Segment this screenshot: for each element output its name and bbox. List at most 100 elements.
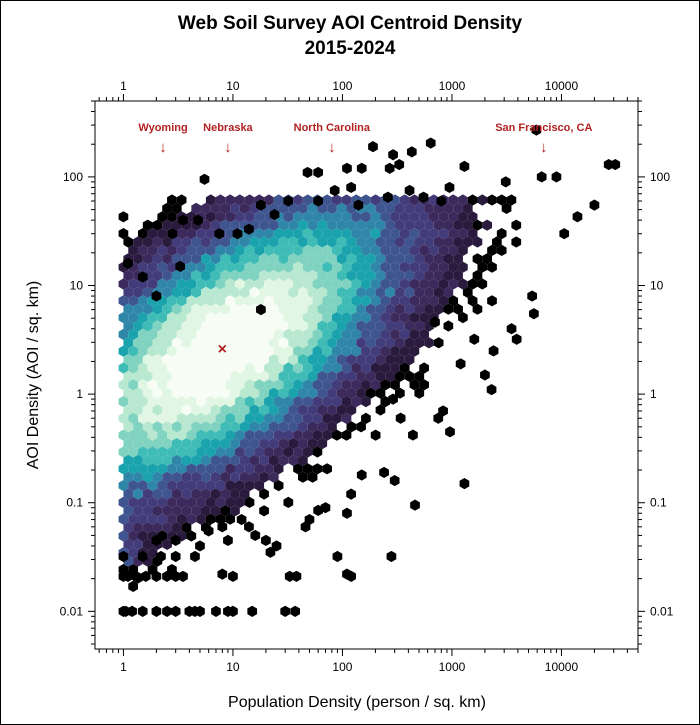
hexbin-cell — [327, 320, 337, 332]
hexbin-cell — [128, 244, 138, 256]
hexbin-cell — [133, 303, 143, 315]
hexbin-cell — [128, 312, 138, 324]
hexbin-cell — [181, 303, 192, 315]
hexbin-cell — [254, 278, 265, 290]
hexbin-cell — [298, 454, 308, 466]
hexbin-cell — [278, 236, 289, 248]
hexbin-cell — [167, 211, 177, 223]
hexbin-cell — [356, 219, 366, 231]
hexbin-cell — [331, 278, 342, 290]
hexbin-cell — [375, 286, 386, 298]
hexbin-cell — [351, 312, 362, 324]
hexbin-cell — [234, 480, 245, 492]
hexbin-cell — [458, 312, 468, 324]
hexbin-cell — [404, 337, 415, 349]
hexbin-cell — [186, 312, 197, 324]
hexbin-cell — [142, 253, 153, 265]
hexbin-cell — [312, 362, 323, 374]
hexbin-outlier — [271, 540, 282, 552]
hexbin-cell — [443, 270, 454, 282]
hexbin-cell — [157, 211, 168, 223]
hexbin-cell — [312, 295, 323, 307]
hexbin-cell — [230, 303, 240, 315]
hexbin-cell — [395, 354, 405, 366]
hexbin-cell — [205, 463, 216, 475]
hexbin-cell — [196, 513, 206, 525]
hexbin-cell — [365, 286, 376, 298]
hexbin-cell — [322, 396, 332, 408]
hexbin-cell — [380, 328, 391, 340]
hexbin-outlier — [394, 158, 405, 171]
hexbin-cell — [157, 244, 168, 256]
hexbin-cell — [201, 202, 211, 214]
hexbin-cell — [395, 253, 405, 265]
hexbin-cell — [462, 219, 473, 231]
hexbin-cell — [118, 211, 129, 223]
hexbin-cell — [428, 261, 439, 273]
x-tick-label-top: 100 — [332, 79, 352, 93]
hexbin-cell — [137, 530, 148, 542]
hexbin-cell — [298, 219, 308, 231]
hexbin-cell — [137, 412, 148, 424]
hexbin-cell — [424, 286, 434, 298]
hexbin-cell — [375, 320, 386, 332]
hexbin-cell — [191, 404, 202, 416]
hexbin-cell — [162, 438, 172, 450]
hexbin-cell — [249, 337, 260, 349]
x-tick-label-top: 10 — [226, 79, 240, 93]
hexbin-cell — [511, 236, 522, 248]
hexbin-cell — [409, 194, 420, 206]
hexbin-cell — [390, 312, 400, 324]
hexbin-outlier — [151, 534, 162, 546]
hexbin-outlier — [408, 429, 418, 441]
hexbin-cell — [375, 253, 386, 265]
hexbin-cell — [118, 446, 129, 458]
hexbin-cell — [327, 219, 337, 231]
hexbin-cell — [365, 370, 376, 382]
hexbin-cell — [133, 286, 143, 298]
hexbin-cell — [409, 228, 420, 240]
hexbin-outlier — [256, 199, 266, 211]
hexbin-cell — [162, 505, 172, 517]
hexbin-cell — [264, 345, 274, 357]
hexbin-cell — [278, 202, 289, 214]
hexbin-cell — [438, 244, 449, 256]
hexbin-cell — [278, 370, 289, 382]
hexbin-outlier — [118, 605, 129, 617]
hexbin-cell — [312, 463, 323, 475]
hexbin-cell — [283, 295, 294, 307]
hexbin-cell — [249, 320, 260, 332]
hexbin-cell — [220, 488, 231, 500]
hexbin-cell — [424, 253, 434, 265]
hexbin-cell — [186, 261, 197, 273]
hexbin-cell — [283, 362, 294, 374]
hexbin-cell — [123, 538, 134, 550]
hexbin-cell — [201, 236, 211, 248]
hexbin-cell — [171, 320, 182, 332]
y-tick-label-right: 1 — [650, 387, 657, 401]
hexbin-cell — [167, 194, 177, 206]
hexbin-cell — [181, 270, 192, 282]
hexbin-cell — [278, 354, 289, 366]
hexbin-cell — [390, 244, 400, 256]
hexbin-cell — [162, 387, 172, 399]
hexbin-cell — [327, 387, 337, 399]
hexbin-cell — [191, 236, 202, 248]
hexbin-cell — [312, 211, 323, 223]
hexbin-cell — [458, 244, 468, 256]
hexbin-cell — [331, 295, 342, 307]
hexbin-cell — [201, 219, 211, 231]
hexbin-cell — [414, 387, 425, 399]
hexbin-cell — [467, 211, 478, 223]
hexbin-cell — [225, 412, 235, 424]
hexbin-cell — [249, 253, 260, 265]
hexbin-cell — [196, 396, 206, 408]
hexbin-cell — [123, 236, 134, 248]
hexbin-cell — [390, 278, 400, 290]
hexbin-outlier — [175, 260, 186, 272]
hexbin-cell — [171, 337, 182, 349]
hexbin-cell — [239, 370, 250, 382]
hexbin-cell — [264, 412, 274, 424]
hexbin-cell — [142, 303, 153, 315]
hexbin-cell — [331, 194, 342, 206]
